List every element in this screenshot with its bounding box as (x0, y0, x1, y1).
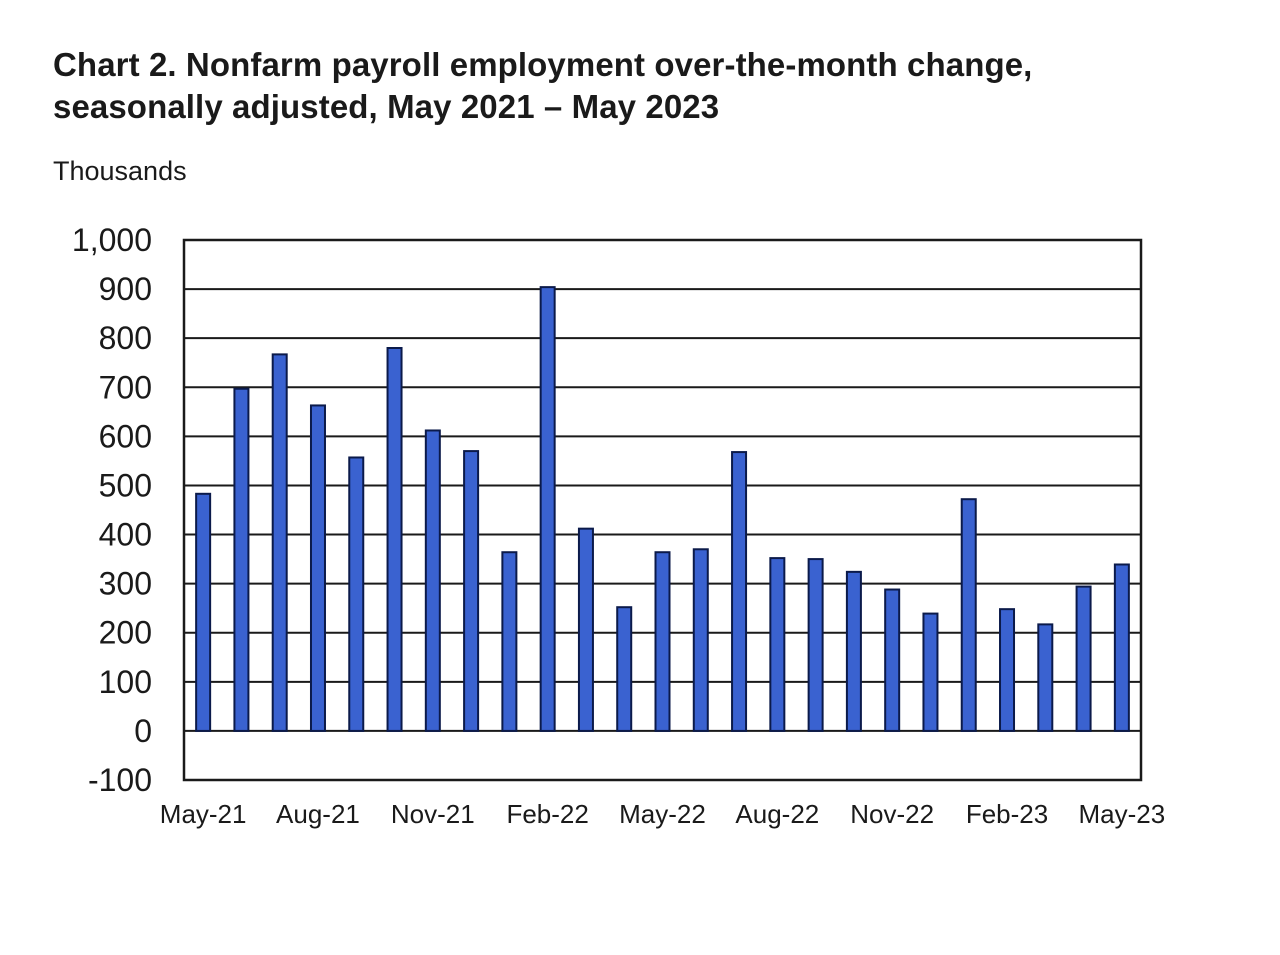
plot-frame (182, 238, 1143, 782)
bar-May-21 (195, 492, 212, 732)
bar-Aug-22 (769, 557, 786, 732)
bar-Jun-21 (233, 387, 250, 732)
bar-Dec-21 (463, 450, 480, 732)
bar-Aug-21 (309, 404, 326, 732)
x-tick-label: Aug-22 (735, 799, 819, 829)
x-tick-label: Nov-22 (850, 799, 934, 829)
y-tick-label: -100 (88, 762, 152, 798)
bar-Sep-22 (807, 558, 824, 732)
x-tick-label: Nov-21 (391, 799, 475, 829)
x-tick-label: May-23 (1079, 799, 1166, 829)
chart-title-line1: Chart 2. Nonfarm payroll employment over… (53, 46, 1033, 83)
bar-Nov-21 (424, 429, 441, 732)
bar-Jul-21 (271, 353, 288, 732)
bar-Mar-23 (1037, 623, 1054, 732)
y-tick-label: 1,000 (72, 222, 152, 258)
unit-label: Thousands (53, 156, 187, 186)
bar-Jul-22 (731, 451, 748, 732)
bar-May-22 (654, 551, 671, 732)
bar-Jan-22 (501, 551, 518, 732)
bar-Oct-21 (386, 347, 403, 732)
y-tick-label: 800 (99, 320, 152, 356)
bar-Feb-23 (999, 608, 1016, 732)
y-tick-label: 200 (99, 615, 152, 651)
bar-Mar-22 (577, 527, 594, 732)
bar-May-23 (1113, 563, 1130, 732)
x-tick-label: Feb-22 (506, 799, 588, 829)
bar-Jan-23 (960, 498, 977, 732)
bar-Sep-21 (348, 456, 365, 732)
y-tick-label: 500 (99, 467, 152, 503)
bar-Nov-22 (884, 588, 901, 732)
x-tick-label: May-21 (160, 799, 247, 829)
y-tick-label: 100 (99, 664, 152, 700)
x-tick-label: May-22 (619, 799, 706, 829)
bar-Apr-22 (616, 606, 633, 732)
x-tick-label: Feb-23 (966, 799, 1048, 829)
y-tick-label: 300 (99, 566, 152, 602)
bar-Apr-23 (1075, 585, 1092, 732)
chart-title: Chart 2. Nonfarm payroll employment over… (53, 44, 1032, 128)
y-tick-label: 600 (99, 418, 152, 454)
x-tick-label: Aug-21 (276, 799, 360, 829)
y-tick-label: 700 (99, 369, 152, 405)
bar-Dec-22 (922, 612, 939, 732)
bar-Jun-22 (692, 548, 709, 732)
bar-Feb-22 (539, 286, 556, 732)
y-tick-label: 400 (99, 517, 152, 553)
y-tick-label: 0 (134, 713, 152, 749)
chart-title-line2: seasonally adjusted, May 2021 – May 2023 (53, 88, 720, 125)
y-tick-label: 900 (99, 271, 152, 307)
bar-Oct-22 (845, 570, 862, 732)
